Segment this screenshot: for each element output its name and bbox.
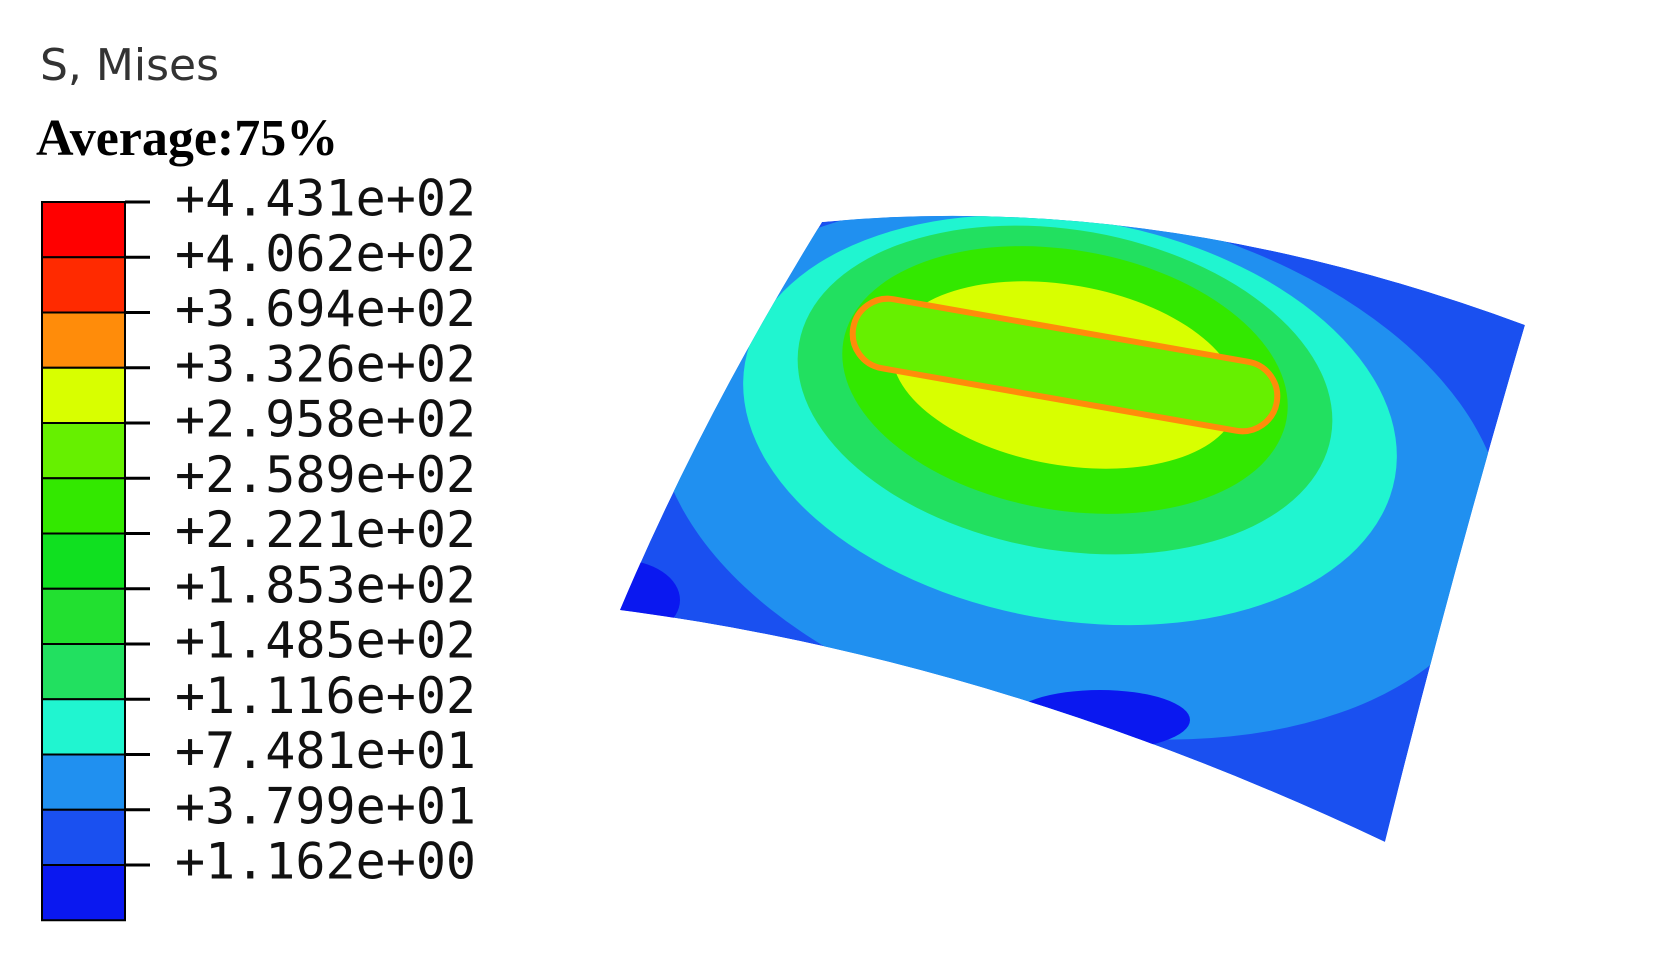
level-label: +3.326e+02 (175, 335, 476, 393)
level-label: +3.694e+02 (175, 280, 476, 338)
color-band (41, 422, 126, 480)
level-label: +4.431e+02 (175, 170, 476, 228)
color-band (41, 477, 126, 535)
color-bar: +4.431e+02+4.062e+02+3.694e+02+3.326e+02… (41, 170, 476, 922)
color-band (41, 808, 126, 866)
level-label: +4.062e+02 (175, 225, 476, 283)
color-band (41, 753, 126, 811)
color-band (41, 311, 126, 369)
contour (1010, 690, 1190, 750)
color-band (41, 366, 126, 424)
color-band (41, 643, 126, 701)
slot (849, 295, 1281, 435)
color-band (41, 864, 126, 922)
level-label: +2.589e+02 (175, 446, 476, 504)
color-band (41, 256, 126, 314)
level-label: +7.481e+01 (175, 722, 476, 780)
level-label: +1.116e+02 (175, 667, 476, 725)
color-band (41, 201, 126, 259)
level-label: +2.958e+02 (175, 391, 476, 449)
color-band (41, 698, 126, 756)
contour (620, 560, 680, 640)
legend-subtitle: Average:75% (36, 110, 338, 167)
level-label: +1.162e+00 (175, 833, 476, 891)
plate (620, 215, 1525, 842)
color-band (41, 532, 126, 590)
level-label: +1.485e+02 (175, 612, 476, 670)
legend-title: S, Mises (40, 40, 219, 91)
level-label: +2.221e+02 (175, 501, 476, 559)
color-band (41, 587, 126, 645)
level-label: +3.799e+01 (175, 777, 476, 835)
level-label: +1.853e+02 (175, 556, 476, 614)
